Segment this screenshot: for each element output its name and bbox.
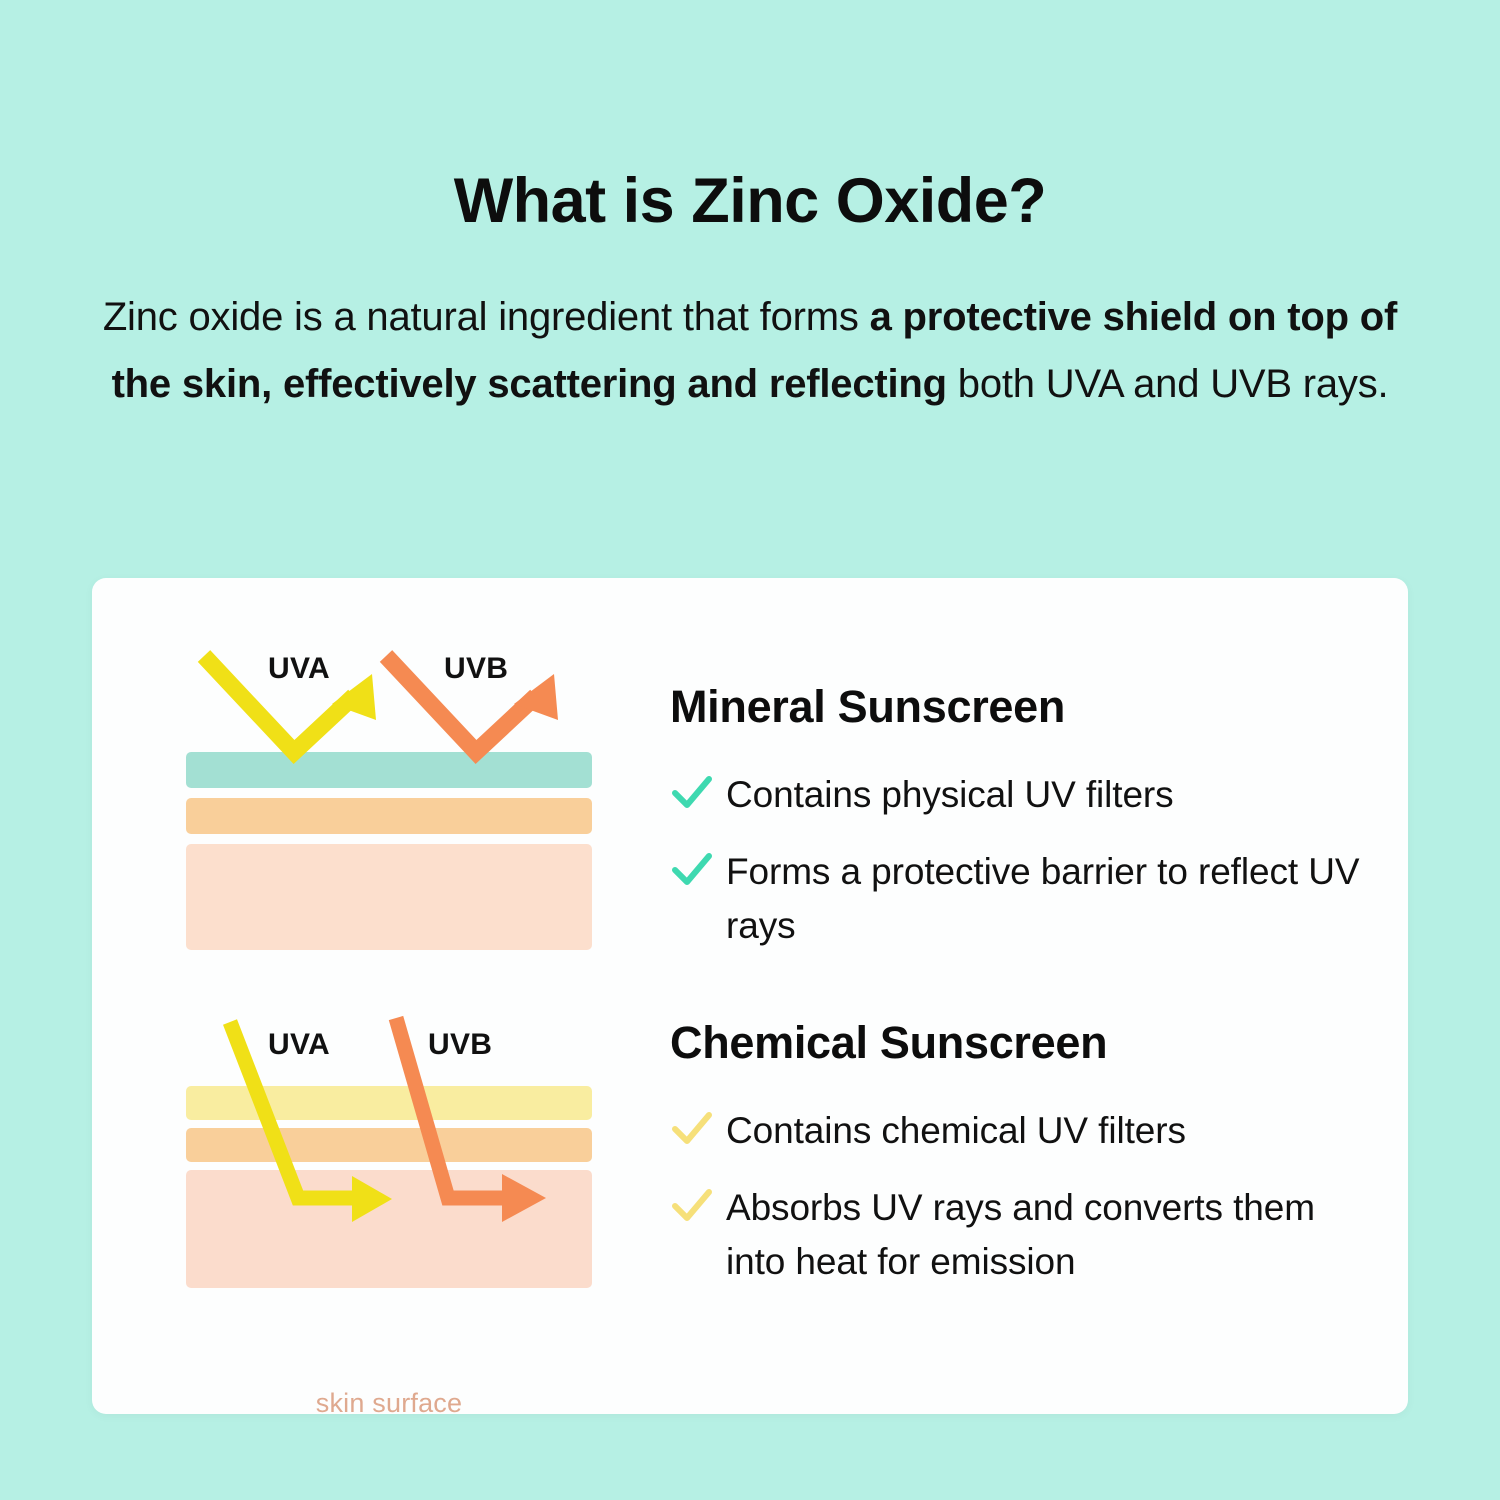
subtitle-bold-text: a protective shield on top of the skin, … xyxy=(111,295,1398,407)
uva-label: UVA xyxy=(268,1028,331,1061)
check-icon xyxy=(672,1111,712,1144)
bullet-text: Contains physical UV filters xyxy=(726,773,1174,815)
subtitle-block: Zinc oxide is a natural ingredient that … xyxy=(0,284,1500,418)
mineral-heading: Mineral Sunscreen xyxy=(670,681,1066,732)
mineral-diagram: skin surface UVA UVB xyxy=(186,640,598,1114)
uvb-absorbed-arrow-icon xyxy=(388,1015,546,1222)
chemical-heading: Chemical Sunscreen xyxy=(670,1017,1108,1068)
subtitle-tail-text: both UVA and UVB rays. xyxy=(946,362,1389,407)
uva-reflected-arrow-icon xyxy=(197,650,376,765)
chemical-diagram: skin surface UVA UVB xyxy=(186,1008,598,1418)
check-icon xyxy=(672,1189,712,1222)
uvb-label: UVB xyxy=(444,652,509,685)
check-icon xyxy=(672,853,712,886)
section-chemical-sunscreen: skin surface UVA UVB xyxy=(92,1008,1408,1418)
list-item: Forms a protective barrier to reflect UV… xyxy=(670,845,1370,952)
chemical-bullet-list: Contains chemical UV filters Absorbs UV … xyxy=(670,1104,1370,1289)
header: What is Zinc Oxide? Zinc oxide is a natu… xyxy=(0,168,1500,419)
mineral-content: Mineral Sunscreen Contains physical UV f… xyxy=(670,682,1370,976)
epidermis-layer xyxy=(186,798,592,834)
bullet-text: Forms a protective barrier to reflect UV… xyxy=(726,851,1360,946)
mineral-sunscreen-layer xyxy=(186,752,592,788)
uvb-label: UVB xyxy=(428,1028,493,1061)
skin-surface-label: skin surface xyxy=(315,1388,463,1418)
check-icon xyxy=(672,775,712,808)
bullet-text: Contains chemical UV filters xyxy=(726,1109,1186,1151)
list-item: Contains physical UV filters xyxy=(670,768,1370,822)
uva-absorbed-arrow-icon xyxy=(223,1019,392,1222)
page-title: What is Zinc Oxide? xyxy=(453,166,1047,236)
mineral-ray-diagram-svg xyxy=(197,650,558,765)
bullet-text: Absorbs UV rays and converts them into h… xyxy=(726,1187,1315,1282)
section-mineral-sunscreen: skin surface UVA UVB xyxy=(92,640,1408,1114)
page-subtitle: Zinc oxide is a natural ingredient that … xyxy=(0,284,1500,418)
comparison-card: skin surface UVA UVB xyxy=(92,578,1408,1418)
epidermis-layer xyxy=(186,1128,592,1162)
mineral-bullet-list: Contains physical UV filters Forms a pro… xyxy=(670,768,1370,953)
chemical-content: Chemical Sunscreen Contains chemical UV … xyxy=(670,1018,1370,1312)
list-item: Absorbs UV rays and converts them into h… xyxy=(670,1181,1370,1288)
chemical-ray-diagram-svg xyxy=(223,1015,546,1222)
subtitle-lead-text: Zinc oxide is a natural ingredient that … xyxy=(102,295,870,340)
list-item: Contains chemical UV filters xyxy=(670,1104,1370,1158)
uvb-reflected-arrow-icon xyxy=(379,650,558,765)
uva-label: UVA xyxy=(268,652,331,685)
